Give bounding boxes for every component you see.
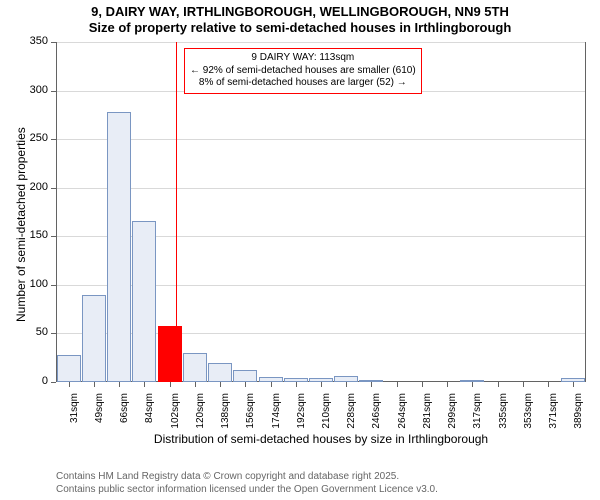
xtick-mark [573, 382, 574, 387]
xtick-mark [397, 382, 398, 387]
xtick-mark [119, 382, 120, 387]
y-axis-label: Number of semi-detached properties [14, 127, 28, 322]
bar [208, 363, 232, 382]
xtick-mark [271, 382, 272, 387]
ytick-mark [51, 139, 56, 140]
ytick-mark [51, 333, 56, 334]
xtick-mark [346, 382, 347, 387]
xtick-mark [195, 382, 196, 387]
footer-line2: Contains public sector information licen… [56, 484, 438, 497]
bar [107, 112, 131, 382]
bar [183, 353, 207, 382]
xtick-mark [447, 382, 448, 387]
xtick-mark [548, 382, 549, 387]
annotation-line2: ← 92% of semi-detached houses are smalle… [190, 65, 416, 78]
chart-container: 9, DAIRY WAY, IRTHLINGBOROUGH, WELLINGBO… [0, 0, 600, 500]
ytick-mark [51, 236, 56, 237]
xtick-mark [170, 382, 171, 387]
annotation-line1: 9 DAIRY WAY: 113sqm [190, 52, 416, 65]
bar [82, 295, 106, 382]
x-axis-label: Distribution of semi-detached houses by … [56, 432, 586, 446]
xtick-mark [498, 382, 499, 387]
xtick-mark [144, 382, 145, 387]
bar [233, 370, 257, 382]
ytick-label: 350 [18, 35, 48, 47]
ytick-label: 300 [18, 84, 48, 96]
bar-highlight [158, 326, 182, 382]
xtick-mark [523, 382, 524, 387]
xtick-mark [371, 382, 372, 387]
xtick-mark [94, 382, 95, 387]
ytick-mark [51, 285, 56, 286]
ytick-label: 0 [18, 375, 48, 387]
annotation-line3: 8% of semi-detached houses are larger (5… [190, 77, 416, 90]
ytick-mark [51, 188, 56, 189]
annotation-box: 9 DAIRY WAY: 113sqm← 92% of semi-detache… [184, 48, 422, 94]
xtick-mark [321, 382, 322, 387]
xtick-mark [220, 382, 221, 387]
ytick-label: 50 [18, 326, 48, 338]
gridline [57, 42, 585, 43]
title-line1: 9, DAIRY WAY, IRTHLINGBOROUGH, WELLINGBO… [0, 4, 600, 20]
xtick-mark [245, 382, 246, 387]
ytick-mark [51, 382, 56, 383]
xtick-mark [472, 382, 473, 387]
gridline [57, 139, 585, 140]
xtick-mark [296, 382, 297, 387]
xtick-mark [69, 382, 70, 387]
footer-line1: Contains HM Land Registry data © Crown c… [56, 471, 438, 484]
ytick-mark [51, 42, 56, 43]
bar [57, 355, 81, 382]
ytick-mark [51, 91, 56, 92]
gridline [57, 188, 585, 189]
bar [132, 221, 156, 382]
footer-credits: Contains HM Land Registry data © Crown c… [56, 471, 438, 496]
marker-line [176, 42, 177, 382]
xtick-mark [422, 382, 423, 387]
title-line2: Size of property relative to semi-detach… [0, 20, 600, 36]
chart-title-block: 9, DAIRY WAY, IRTHLINGBOROUGH, WELLINGBO… [0, 0, 600, 35]
